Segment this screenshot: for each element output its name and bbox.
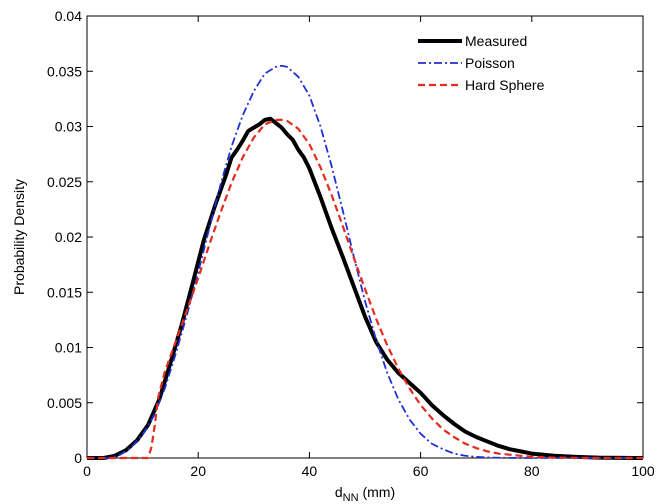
x-axis-title: dNN (mm): [335, 484, 395, 504]
y-tick-label: 0.015: [47, 284, 82, 300]
y-tick-label: 0.035: [47, 63, 82, 79]
y-tick-label: 0.02: [55, 229, 82, 245]
x-tick-label: 40: [302, 463, 318, 479]
x-tick-label: 100: [631, 463, 655, 479]
y-tick-label: 0.03: [55, 119, 82, 135]
y-tick-label: 0: [74, 450, 82, 466]
legend-label-hard-sphere: Hard Sphere: [465, 77, 545, 93]
x-axis-title-unit: (mm): [359, 484, 396, 500]
series-lines: [87, 64, 644, 460]
legend-label-poisson: Poisson: [465, 55, 515, 71]
x-axis: 0 20 40 60 80 100: [83, 16, 655, 479]
y-tick-label: 0.04: [55, 8, 82, 24]
y-axis: 0 0.005 0.01 0.015 0.02 0.025 0.03 0.035 0.04: [47, 8, 643, 466]
series-line-measured: [87, 116, 644, 460]
y-tick-label: 0.01: [55, 340, 82, 356]
legend-label-measured: Measured: [465, 33, 527, 49]
y-tick-label: 0.005: [47, 395, 82, 411]
x-tick-label: 0: [83, 463, 91, 479]
x-tick-label: 20: [190, 463, 206, 479]
legend: Measured Poisson Hard Sphere: [418, 33, 545, 93]
y-axis-title: Probability Density: [11, 179, 27, 295]
x-axis-title-main: d: [335, 484, 343, 500]
series-line-poisson: [87, 64, 643, 459]
x-axis-title-subscript: NN: [343, 492, 359, 504]
plot-area: [86, 15, 644, 459]
y-tick-label: 0.025: [47, 174, 82, 190]
x-tick-label: 80: [524, 463, 540, 479]
x-tick-label: 60: [413, 463, 429, 479]
series-line-hard-sphere: [87, 118, 644, 460]
